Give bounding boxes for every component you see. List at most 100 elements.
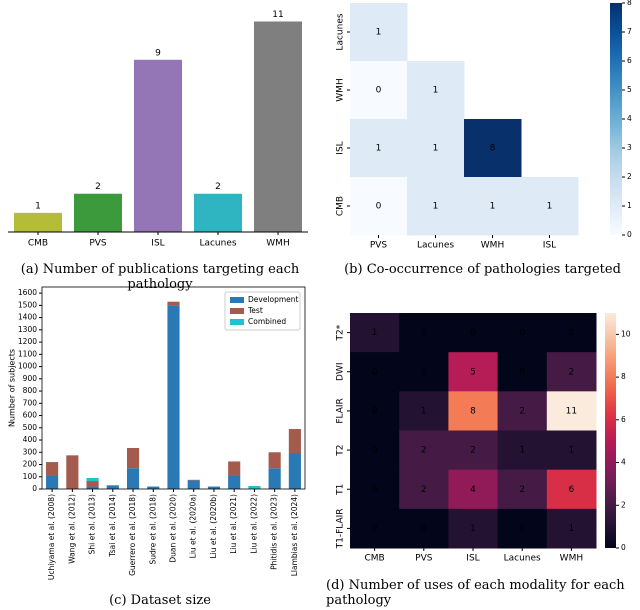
x-tick-label: WMH [481,241,504,251]
heatmap-cell [350,119,408,178]
cell-label: 2 [421,446,427,456]
data-label: 2 [95,182,101,192]
colorbar-tick-label: 8 [621,372,626,381]
cell-label: 1 [470,524,476,534]
heatmap-cell [350,3,408,62]
heatmap-cell [546,469,597,510]
y-tick-label: T1 [336,484,346,496]
y-axis-label: Number of subjects [8,349,17,427]
bar-segment [126,447,140,469]
y-tick-label: WMH [336,78,346,101]
cell-label: 0 [372,524,378,534]
y-tick-label: T2 [336,444,346,456]
heatmap-cell [464,177,522,236]
colorbar-tick-label: 6 [621,415,626,424]
heatmap-cell [350,313,400,353]
heatmap-cell [546,391,597,431]
bar-segment [167,301,180,306]
x-tick-label: Liu et al. (2021) [229,494,238,554]
bar-segment [187,479,200,481]
bar-segment [46,462,59,476]
heatmap-cell [399,469,449,510]
cell-label: 1 [547,202,553,212]
y-tick-label: 400 [23,435,38,444]
cell-label: 1 [569,524,575,534]
x-tick-label: Uchiyama et al. (2008) [47,494,56,580]
y-tick-label: 1400 [18,313,37,322]
heatmap-cell [448,508,499,549]
bar-segment [147,486,160,489]
heatmap-cell [497,313,548,353]
x-tick-label: ISL [466,554,479,564]
heatmap-cell [350,430,400,471]
heatmap-cell [350,177,408,236]
bar-segment [268,452,281,469]
x-tick-label: Liu et al. (2022) [249,494,258,554]
axes-frame [41,286,306,490]
colorbar-tick-label: 5 [627,85,632,94]
colorbar-tick-label: 4 [627,114,632,123]
heatmap-cell [350,61,408,120]
cell-label: 2 [519,485,525,495]
x-tick-label: Tsai et al. (2014) [108,494,117,558]
heatmap-cell [399,391,449,431]
y-tick-label: 0 [32,484,37,493]
y-tick-label: DWI [336,363,346,381]
cell-label: 1 [433,202,439,212]
cell-label: 0 [470,328,476,338]
x-tick-label: CMB [28,239,48,249]
bar [194,193,242,232]
bar-segment [66,455,79,489]
cell-label: 0 [421,367,427,377]
colorbar-tick-label: 1 [627,201,632,210]
cell-label: 0 [376,202,382,212]
colorbar-tick-label: 6 [627,56,632,65]
legend-label: Combined [248,317,286,326]
caption: (a) Number of publications targeting eac… [20,262,300,292]
bar [254,21,302,233]
x-tick-label: Liu et al. (2020a) [189,494,198,558]
x-tick-label: Duan et al. (2020) [169,494,178,563]
x-tick-label: ISL [151,239,164,249]
heatmap-cell [399,430,449,471]
colorbar [610,3,622,235]
heatmap-cell [448,469,499,510]
heatmap-cell [497,469,548,510]
bar-segment [207,486,221,489]
heatmap-cell [399,508,449,549]
cell-label: 1 [376,144,382,154]
heatmap-cell [497,508,548,549]
cell-label: 0 [372,406,378,416]
bar-segment [268,468,281,489]
colorbar-tick-label: 8 [627,0,632,7]
cell-label: 0 [372,485,378,495]
bar-segment [167,305,180,489]
x-tick-label: Lacunes [199,239,236,249]
bar-segment [126,468,140,489]
caption: (d) Number of uses of each modality for … [326,578,625,608]
bar-segment [86,481,99,487]
bar [134,59,182,232]
legend-swatch [230,297,244,303]
heatmap-cell [350,391,400,431]
heatmap-cell [407,61,465,120]
heatmap-cell [399,352,449,392]
y-tick-label: 1300 [18,325,37,334]
y-tick-label: 600 [23,411,38,420]
cell-label: 1 [433,86,439,96]
heatmap-cell [546,430,597,471]
y-tick-label: 100 [23,472,38,481]
legend-swatch [230,308,244,314]
caption: (b) Co-occurrence of pathologies targete… [344,262,621,277]
bar [14,212,62,232]
x-tick-label: Sudre et al. (2018) [148,494,157,565]
heatmap-cell [407,177,465,236]
legend-label: Test [247,306,263,315]
cell-label: 1 [490,202,496,212]
y-tick-label: 700 [23,398,38,407]
cell-label: 1 [569,446,575,456]
colorbar-tick-label: 10 [621,329,631,338]
x-tick-label: CMB [364,554,384,564]
colorbar-tick-label: 3 [627,143,632,152]
